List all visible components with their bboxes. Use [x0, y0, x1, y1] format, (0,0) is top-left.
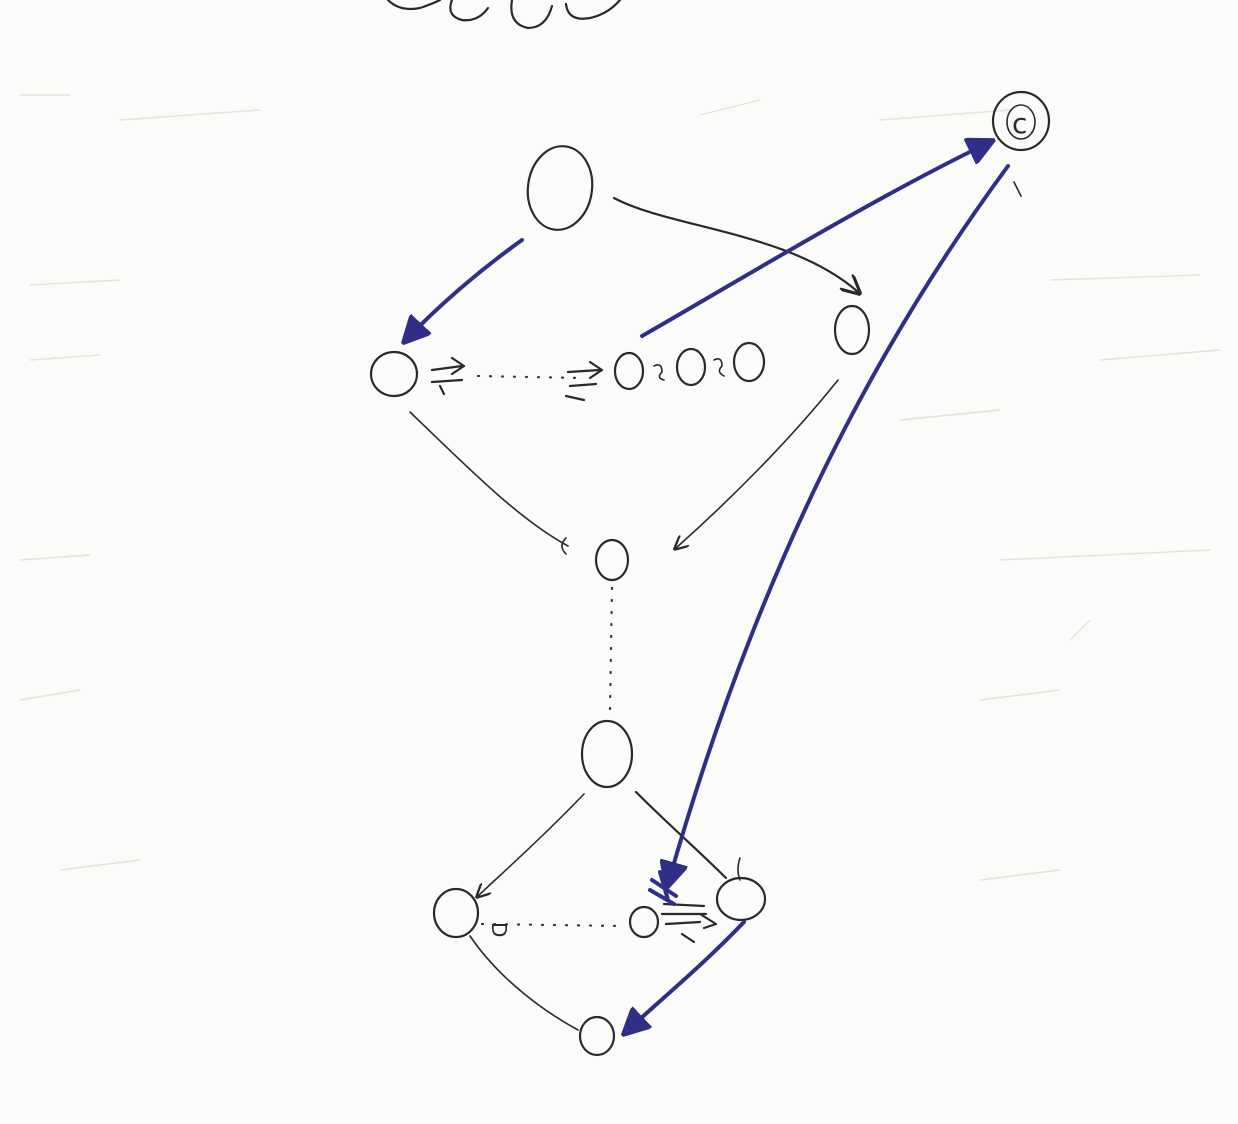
edge-right-to-middle [676, 379, 839, 548]
mark-chain-label-2 [713, 358, 725, 377]
mark-bottom-scribble [660, 902, 718, 944]
edge-marks: D [430, 356, 725, 944]
node-bottom-right [715, 876, 767, 922]
edge-ink-chain-to-c [640, 142, 990, 338]
node-c-label: c [1012, 107, 1027, 140]
bottom-left-label: D [487, 922, 511, 937]
dotted-edges [476, 374, 624, 928]
dots-bottom-row [480, 922, 624, 928]
edge-root-to-right [612, 196, 858, 292]
ink-edges [406, 142, 1010, 1032]
node-chain-1 [613, 351, 645, 391]
edge-lower-to-bottom-right [634, 790, 728, 880]
node-chain-3 [732, 341, 766, 383]
node-left [369, 350, 419, 398]
node-lower [580, 719, 634, 789]
edge-lower-to-bottom-left [478, 793, 585, 896]
top-edge-scribbles [386, 0, 622, 30]
node-c-inner [1006, 104, 1036, 140]
node-bottom-small [628, 905, 660, 939]
node-sink [578, 1015, 616, 1057]
dots-left-to-chain [476, 374, 582, 380]
node-right-top [833, 304, 871, 356]
edge-ink-scribble [648, 870, 678, 906]
node-root [526, 145, 594, 231]
node-bottom-left [432, 887, 480, 939]
edge-ink-c-to-bottom [668, 164, 1010, 884]
node-middle [594, 538, 630, 582]
pencil-edges [409, 181, 1022, 1031]
edge-middle-tick [561, 537, 567, 555]
edge-bottom-left-to-sink [469, 935, 579, 1031]
edge-ink-root-to-left [406, 238, 524, 340]
paper-bleed-through [19, 94, 1221, 881]
edge-ink-bottom-right-to-sink [626, 920, 746, 1032]
edge-left-to-middle [409, 411, 569, 547]
node-chain-2 [675, 347, 707, 387]
edge-bottom-right-tick [737, 857, 741, 881]
edge-c-tick [1013, 181, 1022, 197]
mark-chain-double-arrow [564, 360, 604, 402]
graph-nodes: c [369, 90, 1051, 1057]
mark-left-double-arrow [430, 356, 466, 396]
node-c [991, 90, 1051, 152]
dots-middle-to-lower [608, 586, 614, 712]
mark-chain-label-1 [653, 364, 665, 381]
